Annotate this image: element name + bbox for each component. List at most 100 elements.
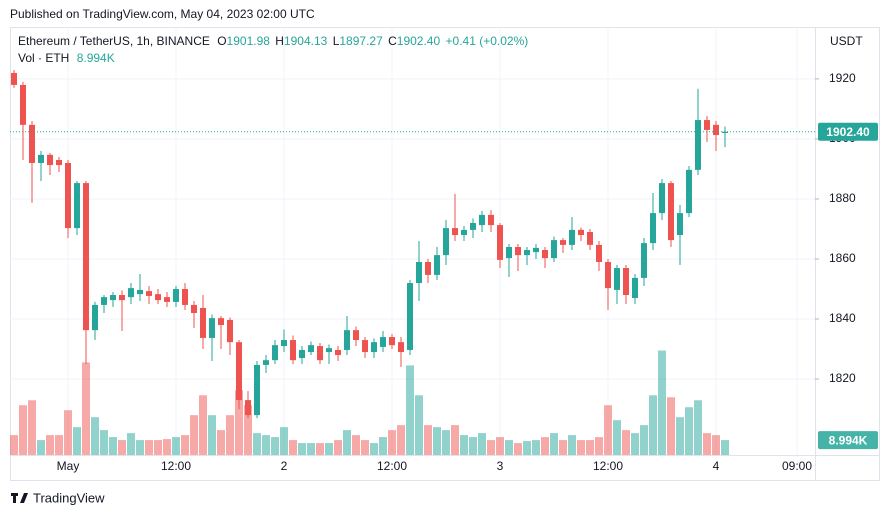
volume-bar <box>181 435 189 455</box>
candle-body <box>380 337 386 347</box>
y-tick-label: 1860 <box>829 251 856 265</box>
candle-body <box>47 154 53 166</box>
candle-body <box>263 360 269 365</box>
candle-body <box>254 364 260 416</box>
change: +0.41 (+0.02%) <box>446 34 529 48</box>
volume-name: Vol · ETH <box>18 51 69 65</box>
candle-body <box>326 348 332 353</box>
ohlc-value: 1901.98 <box>227 34 271 48</box>
x-tick-label: 12:00 <box>161 459 191 473</box>
candle-body <box>479 214 485 226</box>
logo-mark <box>20 493 28 503</box>
candle-body <box>119 295 125 301</box>
candle-body <box>641 243 647 278</box>
volume-bar <box>343 430 351 455</box>
y-tick-label: 1920 <box>829 71 856 85</box>
volume-bar <box>307 443 315 455</box>
volume-bar <box>235 390 243 455</box>
candle-body <box>425 262 431 275</box>
symbol: Ethereum / TetherUS, 1h, BINANCE <box>18 34 210 48</box>
volume-bar <box>316 443 324 455</box>
candle-body <box>65 162 71 229</box>
volume-bar <box>109 437 117 455</box>
volume-value: 8.994K <box>77 51 115 65</box>
candle-body <box>209 318 215 338</box>
candle-body <box>488 214 494 226</box>
volume-bar <box>487 440 495 455</box>
volume-bar <box>325 443 333 455</box>
candle-body <box>191 304 197 314</box>
volume-bar <box>262 435 270 455</box>
candle-body <box>686 169 692 214</box>
volume-bar <box>586 440 594 455</box>
volume-bar <box>370 443 378 455</box>
candle-body <box>137 289 143 295</box>
candle-body <box>236 342 242 401</box>
volume-bar <box>406 365 414 455</box>
candle-body <box>713 124 719 136</box>
volume-bar <box>478 433 486 455</box>
volume-bar <box>334 440 342 455</box>
y-tick-label: 1820 <box>829 371 856 385</box>
volume-bar <box>37 440 45 455</box>
ohlc-value: 1902.40 <box>397 34 441 48</box>
candle-body <box>389 337 395 346</box>
candle-body <box>308 345 314 353</box>
candle-body <box>281 340 287 347</box>
volume-bar <box>559 440 567 455</box>
candle-body <box>470 222 476 230</box>
volume-bar <box>82 362 90 455</box>
candle-body <box>650 213 656 244</box>
candle-body <box>452 228 458 235</box>
x-tick-label: 2 <box>281 459 288 473</box>
candle-body <box>443 228 449 256</box>
volume-bar <box>136 440 144 455</box>
candle-body <box>110 295 116 301</box>
volume-bar <box>226 415 234 455</box>
candle-body <box>101 297 107 305</box>
candle-body <box>362 340 368 353</box>
volume-bar <box>496 437 504 455</box>
candle-body <box>578 229 584 235</box>
ohlc-prefix: C <box>388 34 397 48</box>
volume-bar <box>298 443 306 455</box>
volume-bar <box>631 433 639 455</box>
x-tick-label: 4 <box>713 459 720 473</box>
candle-body <box>335 349 341 356</box>
candle-body <box>524 250 530 256</box>
volume-bar <box>73 427 81 455</box>
volume-bar <box>550 433 558 455</box>
volume-bar <box>469 437 477 455</box>
volume-bar <box>604 405 612 455</box>
volume-bar <box>361 440 369 455</box>
volume-bar <box>28 400 36 455</box>
candle-body <box>29 124 35 163</box>
candle-body <box>38 154 44 163</box>
volume-label: 8.994K <box>829 433 868 447</box>
volume-bar <box>514 443 522 455</box>
candle-layer <box>11 69 728 419</box>
candle-body <box>533 247 539 253</box>
volume-bar <box>352 435 360 455</box>
candle-body <box>317 346 323 361</box>
volume-bar <box>199 395 207 455</box>
candle-body <box>74 183 80 229</box>
volume-bar <box>154 440 162 455</box>
frame <box>10 27 880 481</box>
volume-bar <box>424 425 432 455</box>
ohlc-value: 1904.13 <box>284 34 328 48</box>
volume-bar <box>118 440 126 455</box>
y-axis-label: USDT <box>830 34 863 48</box>
candle-body <box>218 318 224 326</box>
volume-label-box <box>818 431 878 450</box>
volume-bar <box>415 395 423 455</box>
volume-bar <box>676 417 684 455</box>
candle-body <box>407 283 413 350</box>
volume-bar <box>280 427 288 455</box>
candle-body <box>434 255 440 275</box>
candle-body <box>596 244 602 263</box>
x-tick-label: 12:00 <box>377 459 407 473</box>
candle-body <box>587 231 593 245</box>
x-tick-label: 12:00 <box>593 459 623 473</box>
label-layer: 182018401860188019001920May12:00212:0031… <box>10 71 878 473</box>
